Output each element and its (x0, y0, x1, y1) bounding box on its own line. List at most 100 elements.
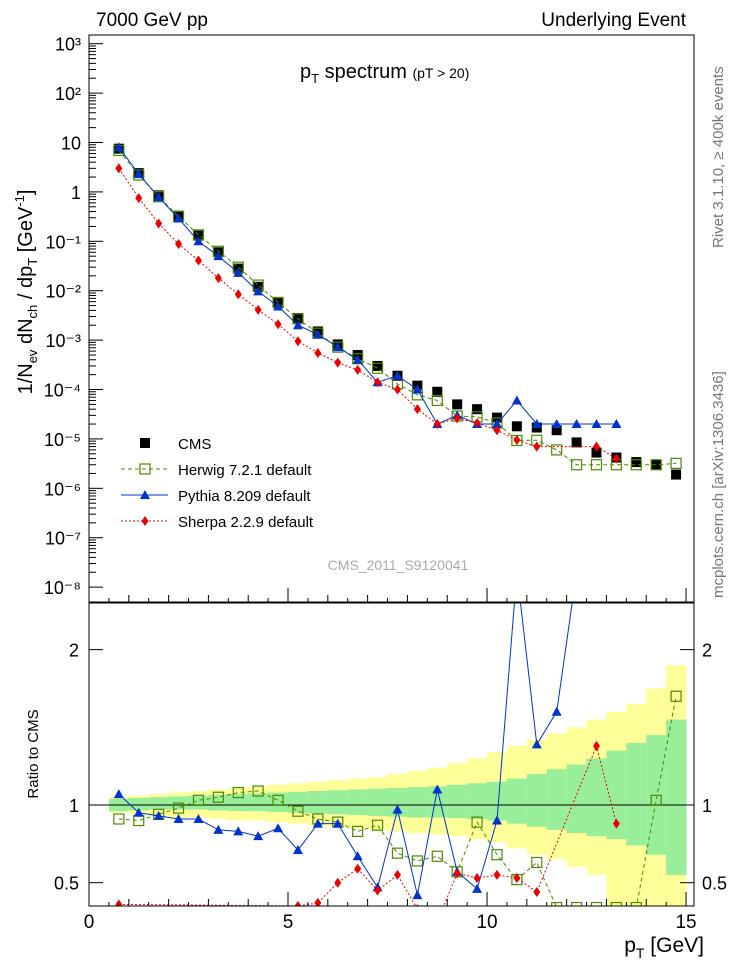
uncertainty-band-stat (626, 742, 647, 846)
data-point (173, 213, 184, 223)
data-point (292, 313, 303, 324)
ratio-point (491, 849, 503, 861)
data-point (452, 399, 463, 410)
ratio-y-tick-label-right: 0.5 (702, 874, 727, 894)
data-point (551, 425, 562, 436)
uncertainty-band-stat (188, 795, 209, 810)
title-rest: spectrum (319, 61, 412, 83)
data-point (531, 419, 542, 429)
ratio-point (471, 816, 483, 828)
y-tick-label: 10² (55, 84, 81, 104)
uncertainty-band-stat (606, 750, 627, 840)
uncertainty-band-stat (288, 791, 309, 813)
ratio-point (513, 873, 521, 884)
ratio-point (352, 851, 363, 861)
data-point (193, 230, 204, 241)
data-point (511, 421, 522, 432)
title-p: p (300, 61, 311, 83)
x-tick-label: 5 (283, 912, 294, 933)
ratio-point (391, 847, 404, 859)
ratio-plot-frame (88, 602, 695, 907)
rivet-version-label: Rivet 3.1.10, ≥ 400k events (710, 66, 727, 248)
main-title: pT spectrum (pT > 20) (300, 61, 469, 86)
data-point (473, 418, 481, 429)
ratio-point (670, 690, 682, 702)
legend-entry: CMS (140, 436, 211, 453)
y-tick-label: 10⁻⁸ (44, 578, 81, 598)
data-point (591, 419, 602, 429)
x-tick-label: 0 (84, 912, 95, 933)
ratio-plot-panel: 0.5 0.5 1 1 2 2 0 5 10 15 Ratio to CMS pT [GeV] (25, 602, 727, 961)
data-point (135, 193, 143, 204)
data-point (352, 354, 363, 364)
data-point (413, 404, 421, 415)
ratio-line (118, 603, 573, 896)
data-point (292, 320, 303, 330)
data-point (453, 413, 461, 424)
uncertainty-band-stat (666, 719, 687, 875)
ratio-point (393, 869, 401, 880)
header-left: 7000 GeV pp (96, 10, 208, 31)
ratio-point (272, 794, 284, 806)
ratio-point (650, 794, 662, 806)
uncertainty-band-stat (367, 788, 389, 816)
main-y-axis-label: 1/Nev dNch / dpT [GeV-1] (12, 190, 40, 395)
data-point (650, 459, 662, 471)
y-tick-label: 10³ (55, 35, 81, 55)
x-tick-label: 10 (476, 912, 497, 933)
data-point (392, 370, 403, 380)
data-point (213, 251, 224, 261)
ratio-point (392, 804, 403, 814)
data-point (570, 459, 583, 471)
ratio-point (371, 819, 384, 831)
uncertainty-band-stat (128, 798, 150, 811)
data-point (513, 435, 521, 446)
data-point (115, 163, 123, 174)
ratio-point (434, 917, 441, 927)
ratio-point (292, 805, 304, 817)
data-point (273, 301, 284, 311)
data-point (651, 459, 662, 470)
series-line (118, 168, 617, 460)
ratio-point (334, 877, 342, 888)
data-point (234, 289, 242, 300)
ratio-point (533, 887, 541, 898)
data-point (214, 273, 222, 284)
ratio-series-sherpa (115, 740, 620, 927)
legend-label: Herwig 7.2.1 default (178, 462, 312, 479)
data-point (551, 419, 562, 429)
y-tick-label: 10⁻⁶ (44, 479, 81, 499)
data-point (312, 329, 323, 339)
ratio-point (472, 883, 483, 893)
data-point (175, 239, 183, 250)
data-point (393, 384, 401, 395)
series-pythia (113, 142, 622, 429)
data-point (433, 419, 441, 430)
data-point (511, 395, 522, 405)
uncertainty-band-stat (387, 787, 408, 817)
data-point (670, 457, 682, 469)
series-line (118, 147, 617, 425)
data-point (354, 364, 362, 375)
uncertainty-band-stat (546, 769, 568, 830)
ratio-point (232, 786, 244, 799)
ratio-point (612, 818, 620, 829)
y-tick-label: 10⁻² (45, 282, 81, 302)
ratio-point (551, 901, 563, 906)
uncertainty-band-stat (506, 778, 528, 824)
data-point (612, 453, 620, 464)
ratio-point (412, 890, 423, 900)
ratio-point (493, 869, 501, 880)
main-plot-frame (88, 34, 695, 603)
ratio-line (118, 744, 617, 906)
ratio-point (294, 901, 302, 906)
data-point (592, 441, 600, 452)
ratio-point (193, 813, 204, 823)
ratio-point (314, 897, 322, 906)
data-point (332, 342, 343, 352)
legend-entry: Pythia 8.209 default (121, 488, 311, 505)
ratio-y-tick-label: 2 (69, 641, 79, 661)
data-point (431, 394, 443, 407)
data-point (371, 362, 384, 374)
ratio-y-tick-label-right: 2 (702, 641, 712, 661)
